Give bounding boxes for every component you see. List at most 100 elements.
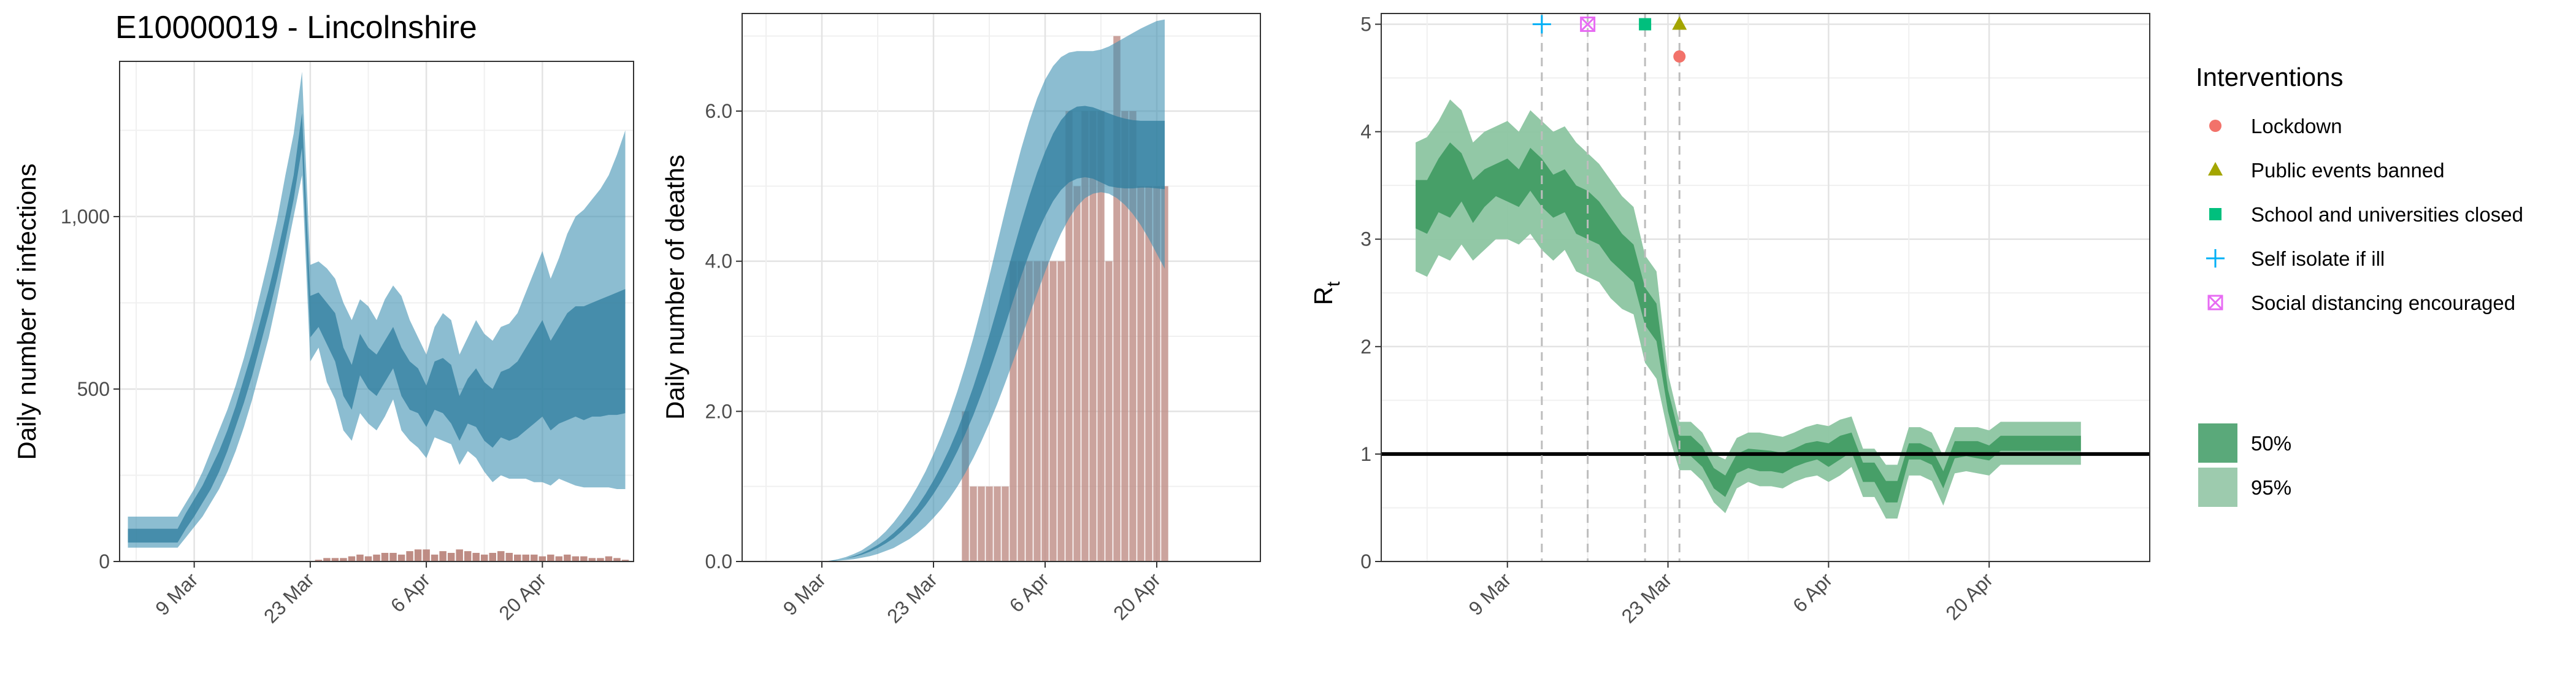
infections-bar — [348, 556, 356, 561]
deaths-band-50 — [822, 106, 1165, 561]
infections-observed-bars — [315, 549, 629, 561]
deaths-bar — [986, 486, 993, 561]
legend-item-label: School and universities closed — [2251, 203, 2523, 226]
infections-bar — [547, 554, 554, 561]
infections-y-axis-title: Daily number of infections — [12, 163, 41, 460]
rt-panel: 0 1 2 3 4 5 9 Mar 23 Mar 6 Apr 20 Apr Rt — [1309, 13, 2150, 627]
x-tick-label: 20 Apr — [1941, 568, 1997, 624]
deaths-band-95 — [822, 19, 1165, 562]
x-tick-label: 23 Mar — [259, 568, 318, 627]
rt-y-axis-title-main: R — [1309, 287, 1338, 305]
infections-bar — [572, 556, 580, 561]
legend: Interventions Lockdown Public events bann… — [2196, 63, 2523, 507]
infections-bar — [480, 554, 488, 561]
legend-items: Lockdown Public events banned School and u… — [2206, 115, 2523, 314]
rt-bands — [1416, 99, 2081, 519]
infections-band-50 — [128, 113, 626, 543]
infections-bar — [381, 552, 389, 561]
deaths-bar — [1089, 111, 1097, 561]
x-tick-label: 6 Apr — [1005, 568, 1054, 617]
y-tick-label: 4 — [1360, 121, 1371, 143]
deaths-bar — [1153, 186, 1160, 561]
deaths-x-ticks: 9 Mar 23 Mar 6 Apr 20 Apr — [779, 561, 1165, 627]
deaths-observed-bars — [962, 36, 1168, 562]
infections-bar — [588, 558, 596, 561]
deaths-bar — [1129, 111, 1137, 561]
infections-bar — [331, 558, 339, 561]
infections-bar — [356, 554, 364, 561]
deaths-y-axis-title: Daily number of deaths — [661, 155, 689, 420]
infections-bar — [373, 554, 380, 561]
y-tick-label: 1 — [1360, 443, 1371, 465]
infections-bar — [340, 558, 347, 561]
infections-bar — [597, 558, 604, 561]
legend-item-label: Lockdown — [2251, 115, 2342, 137]
y-tick-label: 4.0 — [705, 250, 732, 272]
infections-bar — [323, 558, 331, 561]
legend-boxed-x-icon — [2207, 295, 2223, 311]
infections-bar — [539, 556, 546, 561]
rt-intervention-markers — [1532, 15, 1687, 63]
infections-bar — [605, 556, 613, 561]
legend-item-label: Self isolate if ill — [2251, 247, 2385, 270]
legend-triangle-icon — [2208, 162, 2223, 176]
legend-square-icon — [2209, 208, 2221, 220]
y-tick-label: 6.0 — [705, 100, 732, 122]
rt-band-50 — [1416, 142, 2081, 503]
infections-bar — [423, 549, 430, 561]
y-tick-label: 2 — [1360, 336, 1371, 358]
infections-bar — [414, 549, 422, 561]
infections-bar — [531, 554, 538, 561]
infections-bar — [514, 554, 521, 561]
x-tick-label: 9 Mar — [151, 568, 202, 620]
infections-panel: 0 500 1,000 9 Mar 23 Mar 6 Apr 20 Apr Daily n… — [12, 61, 634, 627]
x-tick-label: 23 Mar — [883, 568, 941, 627]
deaths-bar — [970, 486, 977, 561]
legend-circle-icon — [2209, 120, 2221, 132]
y-tick-label: 0 — [1360, 550, 1371, 573]
x-tick-label: 6 Apr — [386, 568, 435, 617]
legend-item-label: Public events banned — [2251, 159, 2445, 182]
intervention-marker-triangle-icon — [1672, 16, 1687, 30]
infections-bar — [522, 554, 530, 561]
intervention-marker-plus-icon — [1532, 15, 1551, 34]
y-tick-label: 2.0 — [705, 400, 732, 422]
y-tick-label: 0 — [99, 550, 110, 573]
infections-bar — [497, 551, 505, 561]
y-tick-label: 500 — [77, 378, 110, 400]
deaths-bar — [1081, 111, 1089, 561]
infections-bar — [555, 556, 563, 561]
infections-bar — [447, 552, 455, 561]
rt-y-axis-title: Rt — [1309, 281, 1344, 305]
x-tick-label: 9 Mar — [779, 568, 830, 620]
infections-bar — [431, 554, 439, 561]
infections-x-ticks: 9 Mar 23 Mar 6 Apr 20 Apr — [151, 561, 551, 627]
deaths-bar — [994, 486, 1001, 561]
legend-band-label: 95% — [2251, 476, 2291, 499]
infections-plot-border — [119, 61, 634, 562]
legend-plus-icon — [2206, 249, 2225, 268]
deaths-bar — [1145, 186, 1152, 561]
deaths-bar — [1057, 261, 1065, 561]
infections-bar — [439, 551, 447, 561]
deaths-bar — [1113, 36, 1121, 562]
infections-bar — [397, 554, 405, 561]
rt-intervention-lines — [1541, 14, 1681, 561]
y-tick-label: 3 — [1360, 228, 1371, 250]
x-tick-label: 23 Mar — [1617, 568, 1676, 627]
rt-y-axis-title-subscript: t — [1324, 281, 1344, 287]
deaths-bar — [1137, 186, 1144, 561]
rt-y-ticks: 0 1 2 3 4 5 — [1360, 14, 1381, 573]
infections-bar — [472, 552, 480, 561]
rt-plot-border — [1381, 13, 2150, 562]
deaths-y-ticks: 0.0 2.0 4.0 6.0 — [705, 100, 742, 573]
deaths-bar — [1018, 261, 1025, 561]
intervention-marker-boxed-x-icon — [1580, 17, 1596, 33]
rt-x-ticks: 9 Mar 23 Mar 6 Apr 20 Apr — [1464, 561, 1997, 627]
infections-bar — [406, 551, 413, 561]
infections-y-ticks: 0 500 1,000 — [61, 206, 120, 573]
infections-band-95 — [128, 71, 626, 548]
intervention-marker-circle-icon — [1673, 50, 1686, 63]
x-tick-label: 6 Apr — [1788, 568, 1837, 617]
deaths-bar — [1025, 261, 1033, 561]
